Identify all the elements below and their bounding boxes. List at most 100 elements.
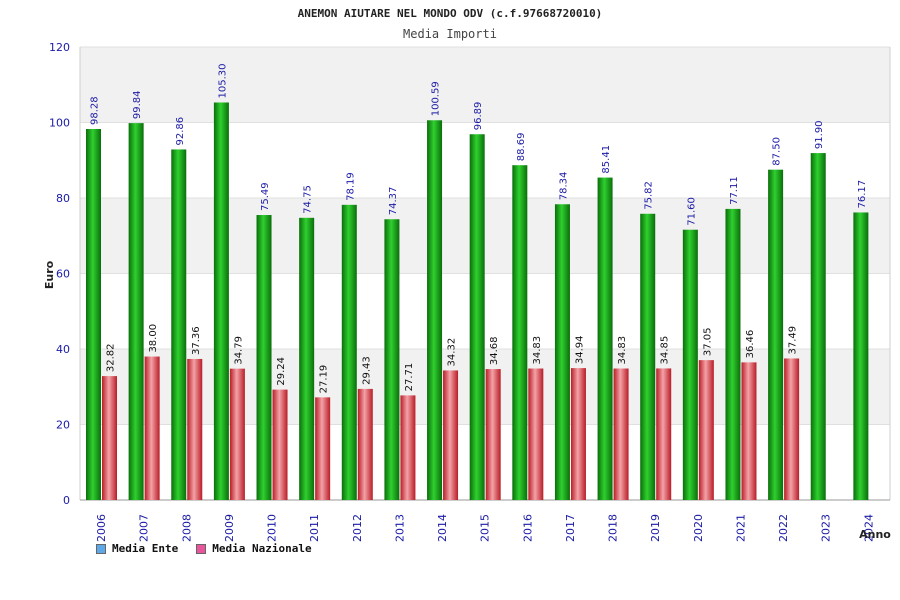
data-label-media-ente: 74.75 — [303, 185, 314, 214]
bar-media-ente — [469, 134, 485, 501]
bar-media-ente — [597, 177, 613, 500]
bar-media-nazionale — [656, 368, 672, 500]
x-tick-label: 2009 — [223, 514, 236, 542]
bar-media-ente — [682, 229, 698, 500]
x-tick-label: 2022 — [777, 514, 790, 542]
grid-band — [80, 47, 890, 123]
data-label-media-ente: 71.60 — [686, 197, 697, 226]
legend-item-nazionale: Media Nazionale — [196, 542, 312, 555]
bar-media-ente — [341, 204, 357, 500]
x-tick-label: 2018 — [607, 514, 620, 542]
data-label-media-nazionale: 34.68 — [489, 336, 500, 365]
legend-label-nazionale: Media Nazionale — [212, 542, 312, 555]
x-tick-label: 2020 — [692, 514, 705, 542]
bar-media-ente — [427, 120, 443, 500]
x-tick-label: 2015 — [479, 514, 492, 542]
axes: 0 20 40 60 80 100 120 2006 2007 2008 2009 2010 2011 2… — [49, 41, 891, 542]
y-tick-label: 120 — [49, 41, 70, 54]
bar-media-ente — [86, 128, 101, 501]
x-tick-label: 2011 — [308, 514, 321, 542]
data-label-media-ente: 105.30 — [217, 63, 228, 98]
bar-media-ente — [171, 149, 187, 501]
y-tick-label: 100 — [49, 117, 70, 130]
bar-media-ente — [810, 153, 826, 500]
bar-media-nazionale — [400, 395, 416, 500]
bar-media-ente — [213, 102, 229, 501]
x-tick-label: 2021 — [734, 514, 747, 542]
x-tick-label: 2014 — [436, 514, 449, 542]
data-label-media-ente: 98.28 — [90, 96, 101, 125]
data-label-media-nazionale: 34.85 — [660, 336, 671, 365]
data-label-media-ente: 99.84 — [132, 90, 143, 119]
bar-media-ente — [768, 169, 784, 500]
data-label-media-ente: 78.34 — [558, 172, 569, 201]
bar-media-nazionale — [357, 388, 373, 500]
data-label-media-nazionale: 27.71 — [404, 363, 415, 392]
x-tick-label: 2012 — [351, 514, 364, 542]
x-tick-label: 2006 — [95, 514, 108, 542]
y-axis-label: Euro — [43, 260, 56, 289]
data-label-media-nazionale: 36.46 — [745, 330, 756, 359]
bar-media-nazionale — [102, 376, 117, 500]
data-label-media-nazionale: 37.49 — [788, 326, 799, 355]
bar-media-ente — [554, 204, 570, 501]
bar-media-nazionale — [315, 397, 331, 500]
legend-item-ente: Media Ente — [96, 542, 178, 555]
bar-media-nazionale — [229, 368, 245, 500]
data-label-media-ente: 75.82 — [644, 181, 655, 210]
data-label-media-nazionale: 37.36 — [191, 326, 202, 355]
x-tick-label: 2019 — [649, 514, 662, 542]
data-label-media-nazionale: 34.83 — [617, 336, 628, 365]
bar-media-ente — [640, 213, 656, 501]
value-labels: 98.28 32.82 99.84 38.00 92.86 37.36 105.30 34.7… — [90, 63, 868, 393]
bar-media-nazionale — [144, 356, 160, 500]
data-label-media-nazionale: 34.32 — [447, 338, 458, 367]
data-label-media-ente: 92.86 — [175, 117, 186, 146]
data-label-media-ente: 76.17 — [857, 180, 868, 209]
bar-media-ente — [853, 212, 869, 500]
data-label-media-nazionale: 34.83 — [532, 336, 543, 365]
x-tick-label: 2024 — [862, 514, 875, 542]
bar-media-ente — [256, 215, 272, 500]
legend-label-ente: Media Ente — [112, 542, 179, 555]
bar-media-nazionale — [698, 360, 714, 500]
data-label-media-nazionale: 27.19 — [319, 365, 330, 394]
data-label-media-nazionale: 38.00 — [148, 324, 159, 353]
data-label-media-nazionale: 34.79 — [233, 336, 244, 365]
bar-media-nazionale — [485, 369, 501, 500]
data-label-media-ente: 96.89 — [473, 102, 484, 131]
x-tick-label: 2010 — [266, 514, 279, 542]
bar-media-ente — [384, 219, 400, 501]
legend: Media Ente Media Nazionale — [96, 542, 312, 555]
y-tick-label: 60 — [56, 268, 70, 281]
data-label-media-ente: 87.50 — [772, 137, 783, 166]
data-label-media-ente: 75.49 — [260, 182, 271, 211]
data-label-media-nazionale: 34.94 — [574, 335, 585, 364]
data-label-media-nazionale: 29.24 — [276, 357, 287, 386]
bar-media-ente — [725, 208, 741, 501]
x-tick-label: 2023 — [820, 514, 833, 542]
y-tick-label: 0 — [63, 494, 70, 507]
data-label-media-nazionale: 32.82 — [106, 343, 117, 372]
chart-title: ANEMON AIUTARE NEL MONDO ODV (c.f.976687… — [298, 7, 603, 20]
bar-media-nazionale — [741, 362, 757, 500]
x-axis-label: Anno — [859, 528, 891, 541]
bar-media-nazionale — [187, 358, 203, 500]
data-label-media-ente: 74.37 — [388, 187, 399, 216]
bar-media-ente — [299, 217, 315, 500]
data-label-media-ente: 100.59 — [431, 81, 442, 116]
y-tick-label: 40 — [56, 343, 70, 356]
x-tick-label: 2008 — [180, 514, 193, 542]
bar-media-ente — [512, 165, 528, 500]
data-label-media-nazionale: 37.05 — [702, 327, 713, 356]
y-tick-label: 20 — [56, 419, 70, 432]
chart-subtitle: Media Importi — [403, 27, 497, 41]
data-label-media-ente: 77.11 — [729, 176, 740, 205]
bars — [86, 102, 869, 501]
data-label-media-ente: 85.41 — [601, 145, 612, 174]
x-tick-label: 2016 — [521, 514, 534, 542]
bar-media-ente — [128, 123, 144, 500]
bar-media-nazionale — [272, 389, 288, 500]
bar-media-nazionale — [528, 368, 544, 500]
